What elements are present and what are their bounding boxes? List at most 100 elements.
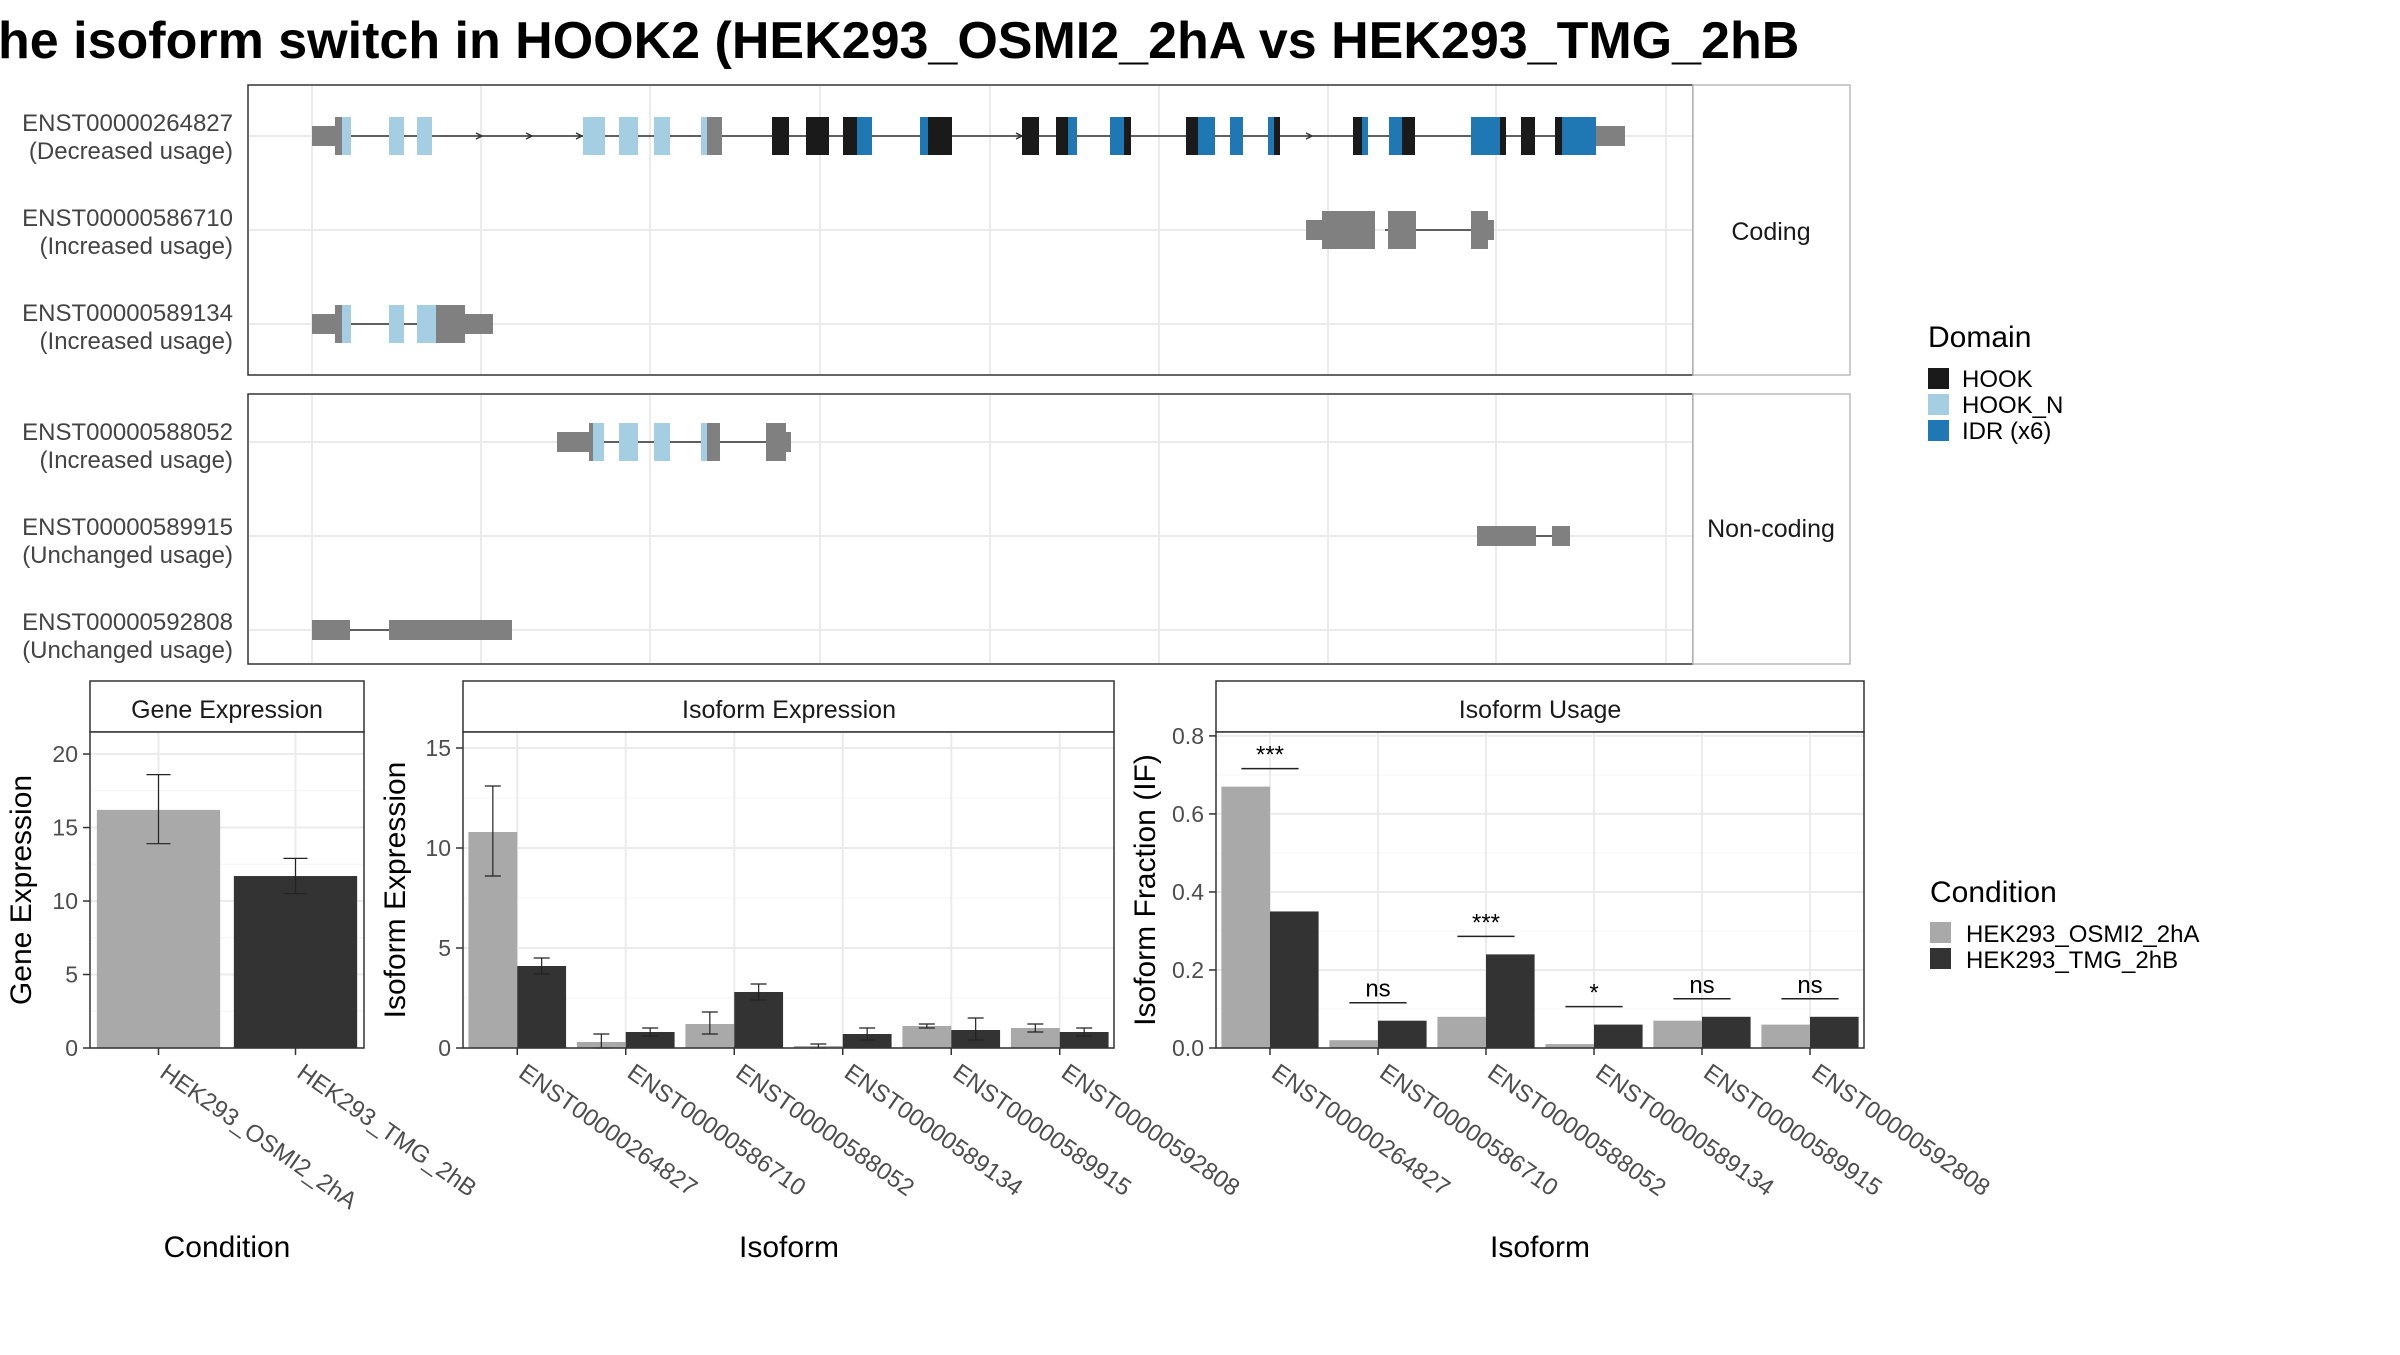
x-tick-label: ENST00000264827 [1267, 1059, 1455, 1202]
domain-legend: Domain HOOK HOOK_N IDR (x6) [1928, 321, 2063, 445]
transcript-id: ENST00000589134 [22, 300, 233, 327]
chart-frame [89, 731, 365, 1049]
legend-swatch-hook-n [1928, 394, 1949, 415]
domain-exon [1068, 117, 1077, 155]
domain-exon [920, 117, 928, 155]
domain-exon [701, 117, 707, 155]
bar [1270, 911, 1319, 1048]
exon [707, 423, 720, 461]
structure-panel: Coding Non-coding ENST00000264827 (Decre… [22, 84, 1851, 665]
legend-label-tmg: HEK293_TMG_2hB [1966, 947, 2178, 974]
domain-exon [857, 117, 872, 155]
exon [1477, 526, 1536, 546]
exon [786, 432, 791, 452]
x-tick-label: ENST00000589134 [1591, 1059, 1779, 1202]
bar [842, 1034, 892, 1048]
domain-exon [389, 117, 404, 155]
bar [1594, 1024, 1643, 1048]
domain-exon [1124, 117, 1131, 155]
bar [734, 992, 784, 1048]
exon [1486, 220, 1494, 240]
domain-exon [654, 423, 670, 461]
exon [312, 126, 340, 146]
bar-charts: Gene Expression05101520HEK293_OSMI2_2hAH… [5, 680, 1995, 1264]
strand-arrow [575, 132, 584, 140]
significance-label: ns [1365, 976, 1390, 1003]
domain-exon [1521, 117, 1535, 155]
x-axis-label: Condition [164, 1231, 291, 1264]
domain-exon [1274, 117, 1280, 155]
chart-frame [462, 731, 1115, 1049]
x-tick-label: ENST00000588052 [1483, 1059, 1671, 1202]
bar [1329, 1040, 1378, 1048]
domain-exon [342, 117, 351, 155]
y-tick-label: 5 [65, 962, 78, 988]
domain-exon [1198, 117, 1215, 155]
exon [389, 620, 512, 640]
exon [1552, 526, 1570, 546]
x-tick-label: ENST00000589134 [839, 1059, 1027, 1202]
x-tick-label: ENST00000586710 [622, 1059, 810, 1202]
chart-plot-area [463, 732, 1114, 1048]
transcript-usage: (Increased usage) [40, 233, 233, 260]
coding-strip [1692, 84, 1851, 376]
legend-label-hook: HOOK [1962, 366, 2033, 393]
domain-exon [654, 117, 670, 155]
legend-swatch-osmi2 [1930, 922, 1951, 943]
domain-exon [583, 117, 605, 155]
transcript-usage: (Decreased usage) [29, 138, 233, 165]
exon [1596, 126, 1625, 146]
significance-label: ns [1797, 972, 1822, 999]
domain-exon [701, 423, 707, 461]
exon [766, 423, 786, 461]
domain-exon [843, 117, 857, 155]
y-tick-label: 10 [52, 888, 78, 914]
exon [589, 423, 594, 461]
y-tick-label: 0.8 [1172, 723, 1204, 749]
bar [1486, 954, 1535, 1048]
x-axis-label: Isoform [739, 1231, 839, 1264]
domain-exon [619, 117, 638, 155]
noncoding-strip-label: Non-coding [1707, 515, 1835, 543]
x-tick-label: ENST00000589915 [948, 1059, 1136, 1202]
noncoding-strip [1692, 393, 1851, 665]
bar [1702, 1016, 1751, 1048]
chart-plot-area [1216, 732, 1864, 1048]
legend-swatch-tmg [1930, 948, 1951, 969]
x-tick-label: ENST00000264827 [514, 1059, 702, 1202]
domain-exon [1230, 117, 1243, 155]
transcript-usage: (Increased usage) [40, 447, 233, 474]
y-tick-label: 0.6 [1172, 801, 1204, 827]
legend-label-osmi2: HEK293_OSMI2_2hA [1966, 921, 2199, 948]
legend-swatch-hook [1928, 368, 1949, 389]
exon [1322, 211, 1375, 249]
domain-legend-title: Domain [1928, 321, 2031, 354]
bar [1810, 1016, 1859, 1048]
domain-exon [1402, 117, 1415, 155]
domain-exon [1562, 117, 1596, 155]
domain-exon [1471, 117, 1500, 155]
figure-title: he isoform switch in HOOK2 (HEK293_OSMI2… [0, 12, 1799, 70]
exon [707, 117, 722, 155]
strand-arrow [525, 132, 534, 140]
transcript-id: ENST00000589915 [22, 514, 233, 541]
y-axis-label: Isoform Expression [379, 762, 412, 1019]
chart-frame [1215, 731, 1865, 1049]
bar [96, 809, 221, 1048]
transcript-structures [312, 117, 1625, 640]
bar [233, 876, 358, 1048]
x-tick-label: ENST00000589915 [1699, 1059, 1887, 1202]
chart-panel: Isoform Usage***ns**** ns ns0.00.20.40.60.… [1129, 680, 1995, 1264]
significance-label: * [1589, 980, 1598, 1007]
transcript-usage: (Increased usage) [40, 328, 233, 355]
y-tick-label: 10 [425, 835, 451, 861]
bar [625, 1032, 675, 1048]
x-tick-label: ENST00000588052 [731, 1059, 919, 1202]
y-tick-label: 0.4 [1172, 879, 1204, 905]
significance-label: *** [1256, 742, 1284, 769]
y-tick-label: 0.0 [1172, 1035, 1204, 1061]
bar [517, 966, 567, 1048]
domain-exon [1362, 117, 1368, 155]
